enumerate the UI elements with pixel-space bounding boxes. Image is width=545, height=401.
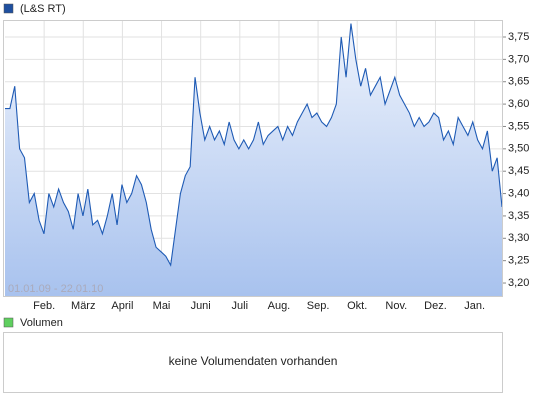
- y-tick-label: 3,75: [508, 31, 529, 43]
- x-tick-label: April: [111, 300, 133, 312]
- plot-frame: [3, 20, 503, 297]
- x-tick-label: Mai: [153, 300, 171, 312]
- volume-legend: Volumen: [20, 317, 63, 329]
- x-tick-label: Aug.: [268, 300, 291, 312]
- y-tick-label: 3,65: [508, 76, 529, 88]
- x-tick-label: Nov.: [385, 300, 407, 312]
- y-tick-label: 3,45: [508, 165, 529, 177]
- y-tick-label: 3,30: [508, 232, 529, 244]
- y-tick-label: 3,35: [508, 210, 529, 222]
- y-tick-label: 3,55: [508, 120, 529, 132]
- y-tick-label: 3,70: [508, 53, 529, 65]
- x-tick-label: Dez.: [424, 300, 447, 312]
- date-range: 01.01.09 - 22.01.10: [8, 283, 103, 295]
- y-tick-label: 3,20: [508, 277, 529, 289]
- price-line: [5, 23, 503, 267]
- x-tick-label: Feb.: [33, 300, 55, 312]
- x-tick-label: Okt.: [347, 300, 367, 312]
- x-tick-label: Sep.: [307, 300, 330, 312]
- y-tick-label: 3,50: [508, 143, 529, 155]
- x-tick-label: Juli: [232, 300, 249, 312]
- y-tick-label: 3,40: [508, 187, 529, 199]
- legend-label: (L&S RT): [20, 3, 66, 15]
- x-tick-label: Jan.: [464, 300, 485, 312]
- y-tick-label: 3,25: [508, 255, 529, 267]
- volume-message: keine Volumendaten vorhanden: [169, 354, 338, 368]
- x-tick-label: März: [71, 300, 95, 312]
- volume-swatch: [3, 317, 14, 328]
- area-fill: [5, 23, 502, 297]
- y-tick-label: 3,60: [508, 98, 529, 110]
- volume-frame: [3, 332, 503, 393]
- x-tick-label: Juni: [191, 300, 211, 312]
- legend-swatch: [3, 3, 14, 14]
